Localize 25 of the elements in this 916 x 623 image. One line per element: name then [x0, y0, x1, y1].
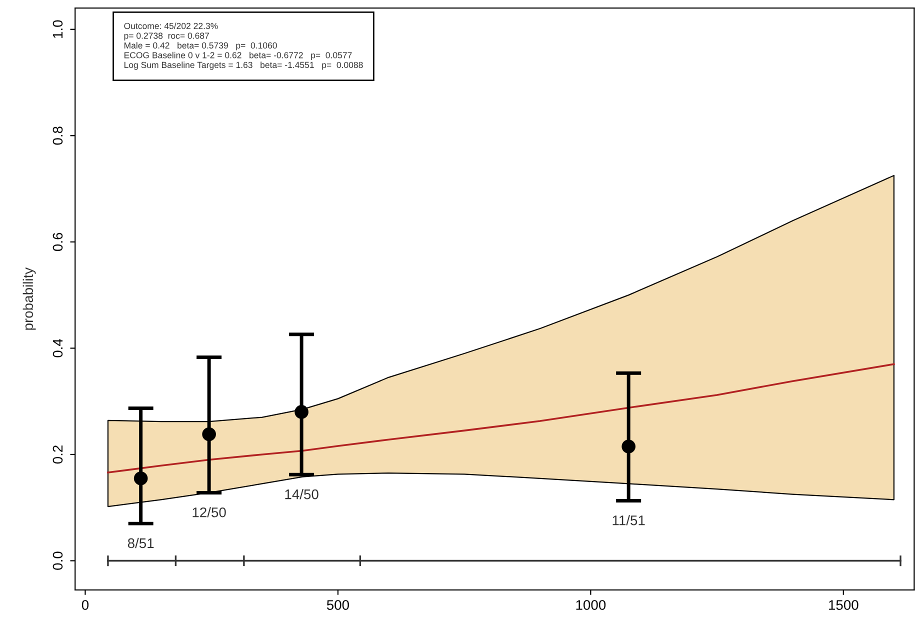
annotation: 11/51: [612, 515, 645, 526]
y-tick-label: 0.8: [52, 126, 63, 145]
point: [622, 440, 636, 454]
y-tick-label: 0.4: [52, 338, 63, 358]
annotation: 12/50: [192, 507, 226, 518]
annotation: 14/50: [285, 489, 318, 500]
x-tick-label: 0: [82, 600, 89, 610]
annotation: 8/51: [128, 538, 154, 548]
y-tick-label: 0.0: [52, 552, 63, 570]
y-tick-label: 0.6: [52, 232, 63, 252]
x-tick-label: 500: [326, 600, 349, 610]
annotation: Male = 0.42 beta= 0.5739 p= 0.1060: [124, 42, 277, 50]
x-tick-label: 1000: [576, 600, 606, 610]
annotation: p= 0.2738 roc= 0.687: [124, 32, 209, 41]
annotation: ECOG Baseline 0 v 1-2 = 0.62 beta= -0.6772 p= 0.0577: [124, 52, 352, 60]
x-tick-label: 1500: [829, 600, 858, 610]
point: [202, 427, 216, 442]
annotation: Log Sum Baseline Targets = 1.63 beta= -1.4551 p= 0.0088: [124, 62, 363, 70]
line-series: [107, 363, 895, 474]
y-tick-label: 1.0: [52, 20, 63, 38]
annotation: Outcome: 45/202 22.3%: [124, 22, 218, 30]
point: [294, 405, 308, 419]
y-tick-label: 0.2: [52, 446, 63, 464]
point: [134, 471, 148, 486]
y-axis-title: probability: [22, 267, 36, 330]
